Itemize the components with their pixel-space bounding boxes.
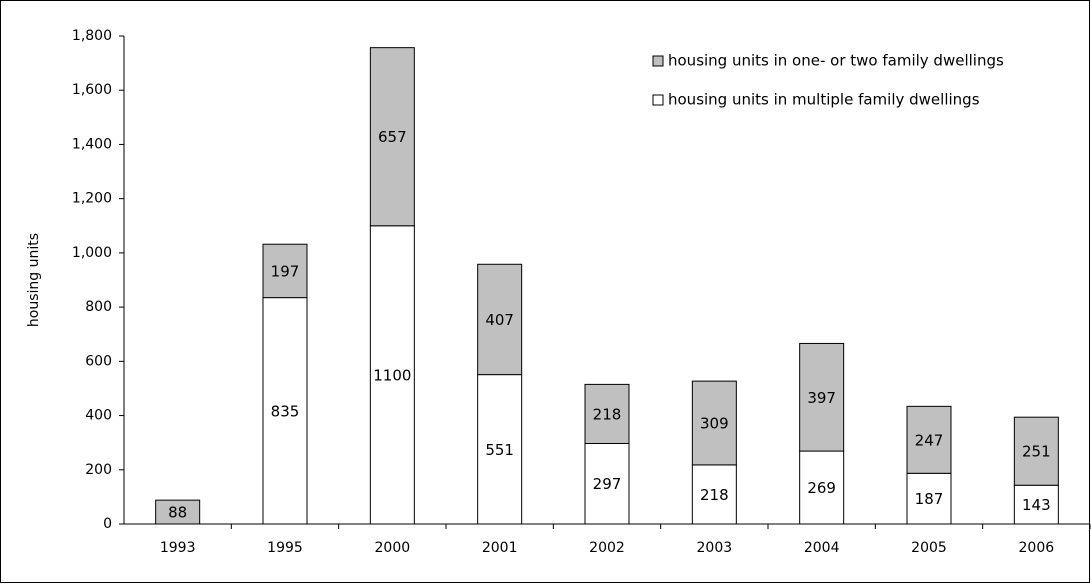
x-tick-label: 2005 xyxy=(911,540,947,556)
y-tick-label: 200 xyxy=(85,462,112,478)
bar-segment xyxy=(906,472,952,525)
y-tick-label: 800 xyxy=(85,299,112,315)
data-label: 218 xyxy=(700,486,729,504)
y-tick-label: 1,800 xyxy=(72,28,112,44)
x-tick-label: 2004 xyxy=(804,540,840,556)
data-label: 835 xyxy=(271,402,300,420)
y-tick-label: 1,000 xyxy=(72,245,112,261)
legend-label: housing units in multiple family dwellin… xyxy=(668,91,980,109)
data-label: 143 xyxy=(1022,496,1051,514)
bar-segment xyxy=(799,450,845,525)
y-axis-label: housing units xyxy=(26,233,42,327)
data-label: 397 xyxy=(807,389,836,407)
data-label: 551 xyxy=(485,441,514,459)
y-tick-label: 1,600 xyxy=(72,82,112,98)
y-tick-label: 600 xyxy=(85,353,112,369)
x-tick-label: 1995 xyxy=(267,540,303,556)
x-tick-label: 1993 xyxy=(160,540,196,556)
bar-segment xyxy=(155,499,201,525)
y-tick-label: 0 xyxy=(103,516,112,532)
data-label: 251 xyxy=(1022,443,1051,461)
data-label: 88 xyxy=(168,504,187,522)
bar-segment xyxy=(691,464,737,525)
legend-swatch xyxy=(652,55,664,67)
data-label: 1100 xyxy=(373,366,411,384)
x-tick-label: 2000 xyxy=(375,540,411,556)
bar-segment xyxy=(691,380,737,466)
bar-segment xyxy=(1013,484,1059,525)
x-tick-label: 2003 xyxy=(697,540,733,556)
bar-segment xyxy=(369,225,415,525)
legend-swatch xyxy=(652,94,664,106)
data-label: 309 xyxy=(700,415,729,433)
bar-segment xyxy=(477,263,523,376)
bar-segment xyxy=(906,405,952,474)
x-tick-label: 2001 xyxy=(482,540,518,556)
y-tick-label: 400 xyxy=(85,408,112,424)
data-label: 297 xyxy=(593,475,622,493)
bar-segment xyxy=(1013,416,1059,486)
bar-segment xyxy=(262,297,308,525)
bar-segment xyxy=(262,243,308,299)
bar-segment xyxy=(477,374,523,525)
y-tick-label: 1,400 xyxy=(72,136,112,152)
data-label: 218 xyxy=(593,405,622,423)
bar-segment xyxy=(584,383,630,444)
bar-segment xyxy=(369,47,415,227)
x-tick-label: 2002 xyxy=(589,540,625,556)
data-label: 197 xyxy=(271,262,300,280)
data-label: 187 xyxy=(915,490,944,508)
y-tick-label: 1,200 xyxy=(72,191,112,207)
data-label: 247 xyxy=(915,431,944,449)
legend-label: housing units in one- or two family dwel… xyxy=(668,52,1004,70)
x-tick-label: 2006 xyxy=(1019,540,1055,556)
bar-segment xyxy=(799,342,845,452)
data-label: 657 xyxy=(378,128,407,146)
bar-segment xyxy=(584,442,630,525)
data-label: 407 xyxy=(485,311,514,329)
data-label: 269 xyxy=(807,479,836,497)
